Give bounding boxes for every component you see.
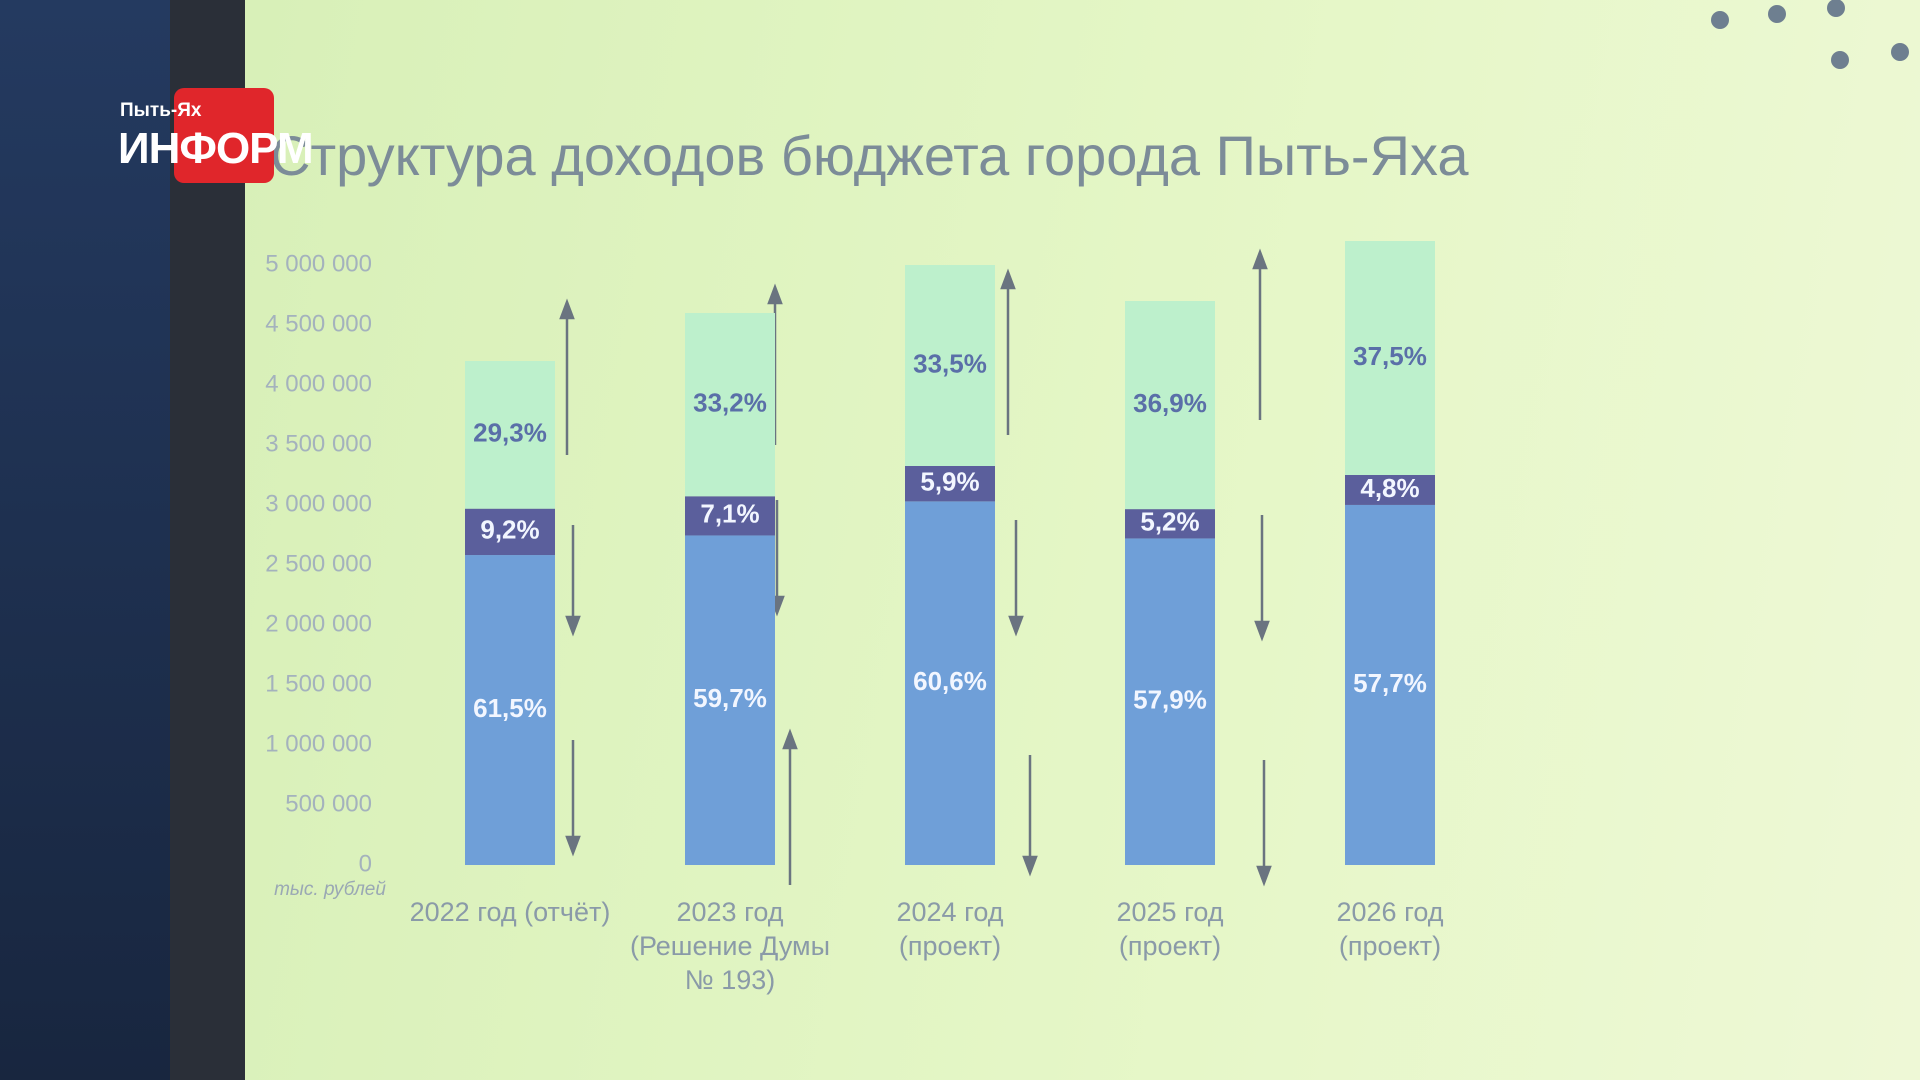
y-tick-label: 3 500 000 [265,430,372,457]
bar-segment [1345,241,1435,475]
value-label: 59,7% [693,683,767,713]
bar-segment [905,265,995,466]
wall [0,0,190,1080]
value-label: 9,2% [480,515,539,545]
bar-segment [905,501,995,865]
x-tick-label: 2026 год (проект) [1336,897,1444,961]
decor-dots [1711,0,1909,69]
y-tick-label: 3 000 000 [265,490,372,517]
logo-box [174,88,274,183]
value-label: 60,6% [913,666,987,696]
value-label: 29,3% [473,418,547,448]
channel-logo: Пыть-Ях ИНФОРМ [118,88,314,183]
chart-title: Структура доходов бюджета города Пыть-Ях… [270,124,1469,187]
y-tick-label: 0 [359,850,372,877]
x-tick-label: 2025 год (проект) [1116,897,1224,961]
bar-segment [905,466,995,502]
decor-arrows [559,248,1272,887]
bar-segment [685,313,775,497]
y-tick-label: 500 000 [285,790,372,817]
y-tick-label: 1 500 000 [265,670,372,697]
bar-segment [1125,509,1215,539]
y-tick-label: 4 000 000 [265,370,372,397]
bar-segment [465,361,555,509]
value-label: 5,2% [1140,507,1199,537]
bar-segment [465,555,555,865]
bar-segment [465,508,555,556]
x-tick-label: 2022 год (отчёт) [409,897,611,927]
y-tick-label: 2 000 000 [265,610,372,637]
value-label: 57,9% [1133,685,1207,715]
value-label: 7,1% [700,499,759,529]
value-label: 33,5% [913,348,987,378]
bar-segment [685,496,775,536]
logo-city: Пыть-Ях [120,100,202,121]
x-tick-label: 2024 год (проект) [896,897,1004,961]
y-tick-label: 4 500 000 [265,310,372,337]
value-label: 36,9% [1133,388,1207,418]
value-label: 5,9% [920,467,979,497]
x-tick-label: 2023 год (Решение Думы № 193) [629,897,831,995]
y-tick-label: 5 000 000 [265,250,372,277]
bar-segment [1345,475,1435,505]
value-label: 61,5% [473,693,547,723]
bar-segment [685,535,775,865]
value-label: 4,8% [1360,473,1419,503]
logo-name: ИНФОРМ [118,124,314,173]
value-label: 37,5% [1353,341,1427,371]
y-tick-label: 2 500 000 [265,550,372,577]
y-tick-label: 1 000 000 [265,730,372,757]
y-axis-label: тыс. рублей [274,879,386,900]
bar-segment [1345,504,1435,865]
value-label: 57,7% [1353,668,1427,698]
value-label: 33,2% [693,388,767,418]
bar-segment [1125,538,1215,865]
bar-segment [1125,301,1215,510]
